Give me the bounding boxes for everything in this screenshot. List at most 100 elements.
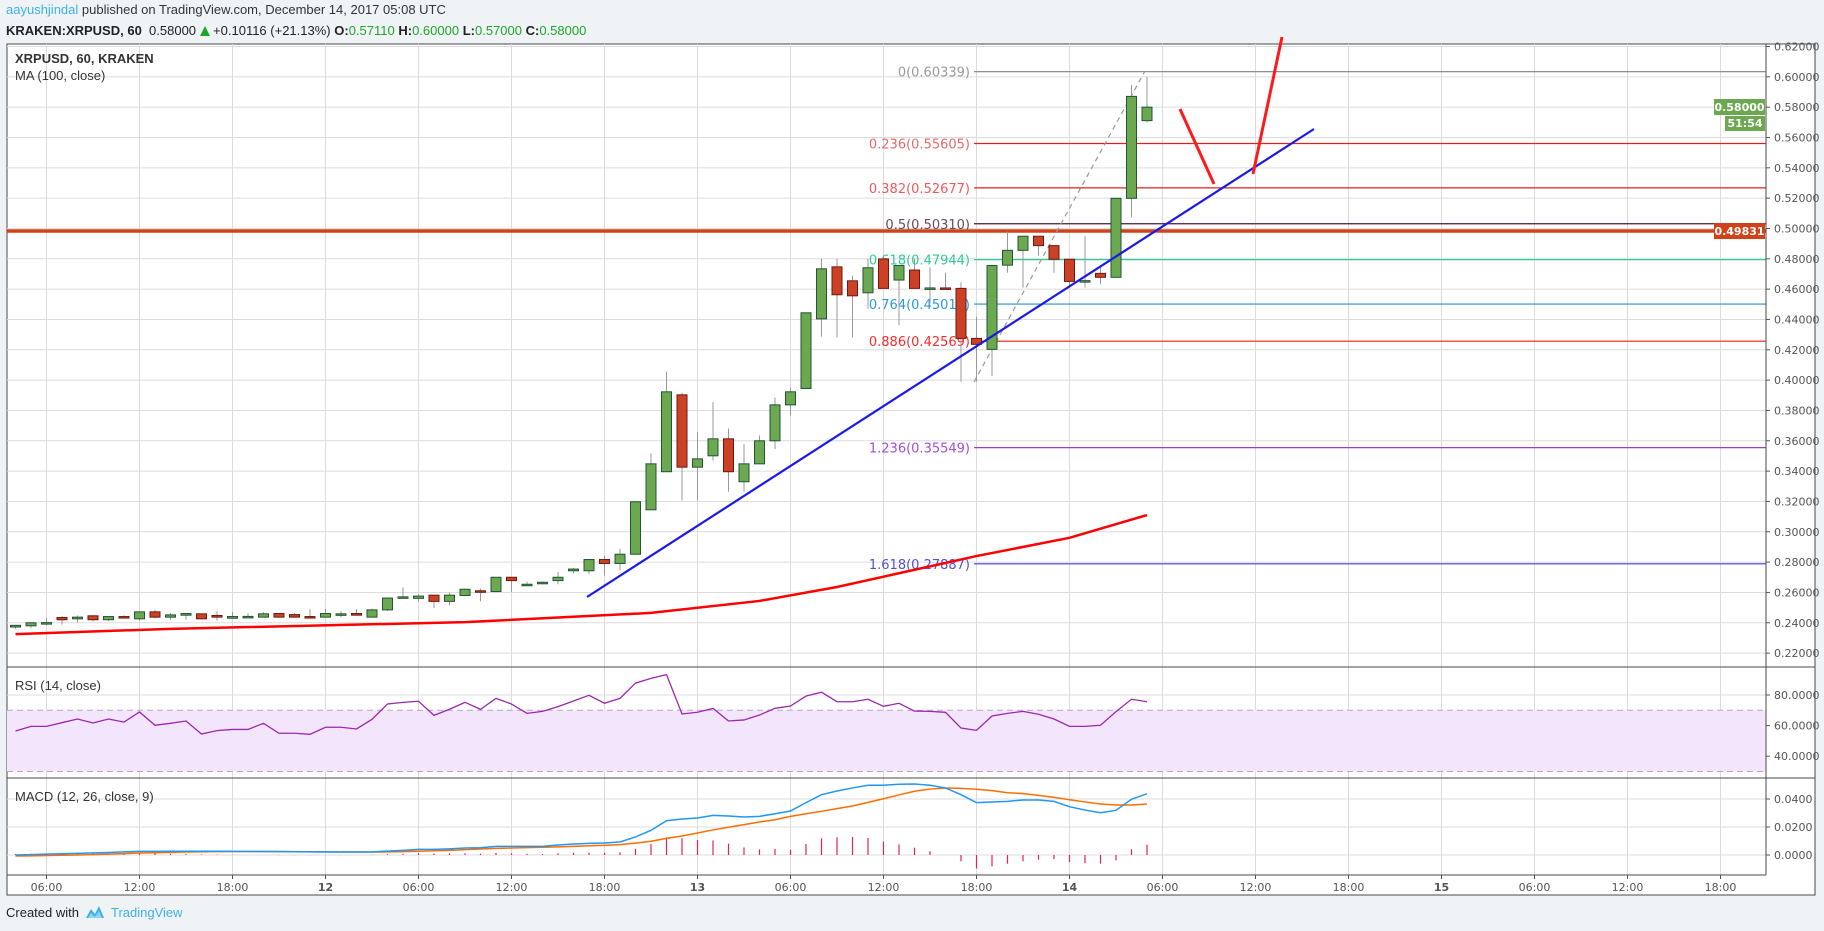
candle-body-down <box>118 616 130 619</box>
candle-body-up <box>10 624 21 628</box>
candle <box>258 612 269 618</box>
fib-level-label: 0.5(0.50310) <box>885 218 970 233</box>
time-tick-label: 06:00 <box>1519 881 1551 894</box>
candle <box>149 609 161 619</box>
candle-body-down <box>149 611 161 618</box>
macd-line <box>15 783 1148 856</box>
candles <box>10 76 1153 629</box>
candle-body-up <box>1017 235 1029 251</box>
candle <box>1064 258 1075 288</box>
candle <box>87 615 99 622</box>
price-tick-label: 0.24000 <box>1774 617 1820 630</box>
fib-level-label: 0.886(0.42569) <box>869 335 970 350</box>
time-tick-label: 18:00 <box>1333 881 1365 894</box>
time-tick-label: 18:00 <box>1705 881 1737 894</box>
candle-body-down <box>87 615 99 621</box>
candle-body-down <box>506 576 517 582</box>
high-label: H: <box>398 23 413 38</box>
axes[interactable]: 0.62000 0.60000 0.58000 0.56000 0.54000 0.520… <box>31 41 1820 895</box>
candle-body-up <box>924 287 936 290</box>
candle-body-down <box>1095 272 1106 278</box>
price-tick-label: 0.48000 <box>1774 253 1820 266</box>
price-tick-label: 0.62000 <box>1774 41 1820 54</box>
candle <box>583 559 595 574</box>
candle-body-down <box>428 594 440 602</box>
candle-body-up <box>320 613 331 618</box>
price-tick-label: 0.44000 <box>1774 313 1820 326</box>
fib-retracement[interactable]: 0(0.60339) 0.236(0.55605) 0.382(0.52677) 0.… <box>869 66 1766 573</box>
main-legend-title[interactable]: XRPUSD, 60, KRAKEN <box>15 51 154 66</box>
candle-body-down <box>1048 245 1060 260</box>
candle <box>428 594 440 609</box>
candle-body-up <box>1079 280 1091 283</box>
candle <box>289 612 300 618</box>
candle-body-down <box>676 394 688 468</box>
candle <box>242 613 254 619</box>
created-with-text: Created with <box>6 904 79 920</box>
candle-body-up <box>242 615 254 619</box>
trend-line-support[interactable] <box>586 128 1315 598</box>
macd-histogram <box>14 836 1148 869</box>
candle <box>211 611 223 621</box>
tradingview-link[interactable]: TradingView <box>110 904 183 920</box>
close-value: 0.58000 <box>539 23 587 38</box>
candle-body-up <box>444 594 455 602</box>
publish-info: aayushjindal published on TradingView.co… <box>6 2 446 17</box>
price-tick-label: 0.38000 <box>1774 404 1820 417</box>
candle-body-down <box>940 287 951 290</box>
candle-body-up <box>335 613 347 616</box>
candle-body-down <box>878 258 889 289</box>
candle <box>816 258 827 337</box>
candle-body-down <box>304 616 316 619</box>
time-tick-label: 12:00 <box>868 881 900 894</box>
candle-body-down <box>289 614 300 618</box>
up-triangle-icon <box>200 26 211 36</box>
candle <box>1095 265 1106 285</box>
candle-body-down <box>955 287 967 339</box>
candle <box>723 428 734 492</box>
open-label: O: <box>334 23 349 38</box>
rsi-tick-label: 80.0000 <box>1774 689 1820 702</box>
rsi-tick-label: 60.0000 <box>1774 720 1820 733</box>
candle <box>475 588 486 602</box>
candle-body-up <box>103 616 114 621</box>
candle-body-up <box>1126 95 1137 199</box>
fib-level-label: 0(0.60339) <box>898 66 970 81</box>
candle <box>41 617 52 626</box>
time-tick-label: 18:00 <box>589 881 621 894</box>
candle-body-up <box>769 404 781 442</box>
candle <box>568 567 579 574</box>
candle-body-up <box>738 463 750 483</box>
macd-legend[interactable]: MACD (12, 26, close, 9) <box>15 789 154 804</box>
candle-body-up <box>521 583 533 587</box>
rsi-legend[interactable]: RSI (14, close) <box>15 678 101 693</box>
candle-body-up <box>568 568 579 572</box>
price-tick-label: 0.32000 <box>1774 495 1820 508</box>
fib-level-label: 1.618(0.27887) <box>869 558 970 573</box>
candle <box>754 435 765 465</box>
candle <box>800 312 812 390</box>
candle-body-up <box>893 264 905 281</box>
projection-line-down[interactable] <box>1178 108 1216 185</box>
candle <box>971 316 982 382</box>
candle <box>661 371 672 473</box>
candle-body-up <box>630 501 641 555</box>
candle <box>676 392 688 501</box>
rsi-line <box>15 673 1148 735</box>
candle <box>1141 76 1153 123</box>
price-tick-label: 0.30000 <box>1774 526 1820 539</box>
price-tick-label: 0.42000 <box>1774 344 1820 357</box>
candle <box>165 613 176 620</box>
ma-legend[interactable]: MA (100, close) <box>15 68 105 83</box>
candle <box>924 267 936 304</box>
candle-body-up <box>1110 197 1122 278</box>
time-tick-label: 13 <box>690 881 705 894</box>
symbol-title: KRAKEN:XRPUSD, 60 <box>6 23 142 38</box>
candle <box>366 608 378 618</box>
candle <box>10 624 21 629</box>
projection-line-up[interactable] <box>1251 36 1284 175</box>
candle-body-down <box>56 616 68 621</box>
author-link[interactable]: aayushjindal <box>6 2 79 17</box>
candle <box>382 597 393 611</box>
